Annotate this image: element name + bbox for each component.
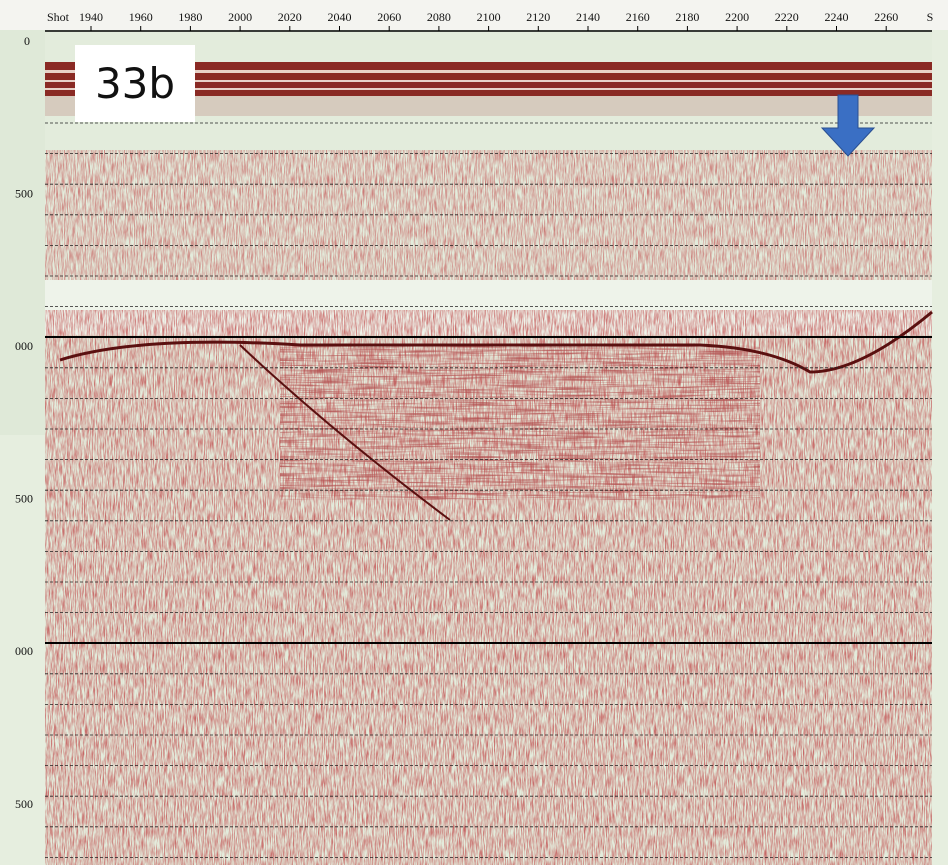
y-tick-label: 500 xyxy=(15,186,33,200)
x-tick-label: 2080 xyxy=(427,10,451,24)
x-tick-label: 2220 xyxy=(775,10,799,24)
basin-layers xyxy=(280,345,760,500)
y-tick-label: 500 xyxy=(15,492,33,506)
y-tick-label: 000 xyxy=(15,644,33,658)
y-tick-label: 0 xyxy=(24,34,30,48)
x-tick-label: 1960 xyxy=(129,10,153,24)
y-tick-label: 500 xyxy=(15,797,33,811)
x-tick-label: 2200 xyxy=(725,10,749,24)
x-tick-label: 1980 xyxy=(178,10,202,24)
axis-band xyxy=(0,0,948,30)
x-tick-label: 2160 xyxy=(626,10,650,24)
sediment-noise xyxy=(45,310,932,865)
x-ticks: 1940 1960 1980 2000 2020 2040 2060 2080 2100 2120… xyxy=(79,10,898,31)
cut-label: S xyxy=(927,10,934,24)
x-tick-label: 2100 xyxy=(477,10,501,24)
x-tick-label: 2020 xyxy=(278,10,302,24)
x-tick-label: 2140 xyxy=(576,10,600,24)
x-tick-label: 2180 xyxy=(675,10,699,24)
y-tick-label: 000 xyxy=(15,339,33,353)
arrow xyxy=(820,94,876,157)
figure-label: 33b xyxy=(75,45,195,122)
x-tick-label: 2120 xyxy=(526,10,550,24)
x-tick-label: 2260 xyxy=(874,10,898,24)
left-strip xyxy=(0,30,45,435)
axis-title: Shot xyxy=(47,10,70,24)
clear-band xyxy=(45,280,932,335)
water-noise xyxy=(45,150,932,280)
x-tick-label: 2040 xyxy=(328,10,352,24)
x-tick-label: 1940 xyxy=(79,10,103,24)
x-tick-label: 2060 xyxy=(377,10,401,24)
seafloor xyxy=(59,310,933,374)
time-grid xyxy=(45,122,932,858)
x-tick-label: 2240 xyxy=(825,10,849,24)
x-tick-label: 2000 xyxy=(228,10,252,24)
reflector xyxy=(239,344,451,521)
y-ticks: 0 500 000 500 000 500 xyxy=(15,34,33,811)
